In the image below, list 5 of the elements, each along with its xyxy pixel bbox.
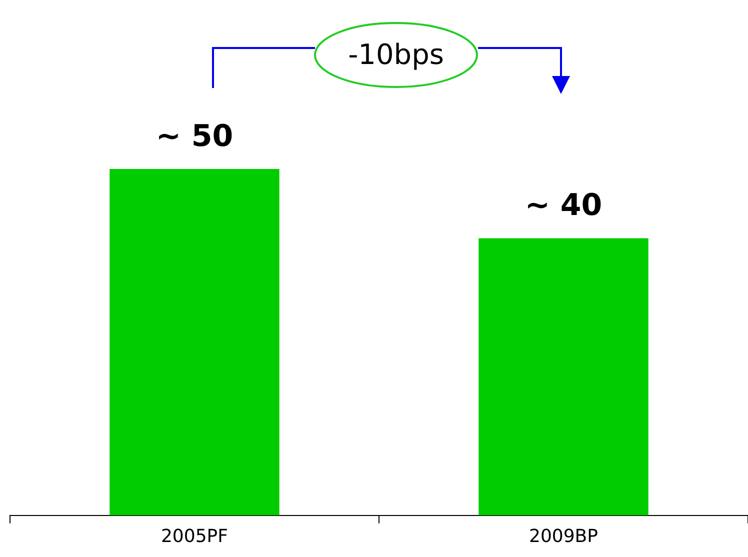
x-tick-label: 2005PF xyxy=(160,526,228,547)
x-tick-label: 2009BP xyxy=(528,526,598,547)
data-label: ~ 50 xyxy=(156,118,234,154)
text: -10bps xyxy=(347,37,445,73)
data-label: ~ 40 xyxy=(524,188,602,224)
